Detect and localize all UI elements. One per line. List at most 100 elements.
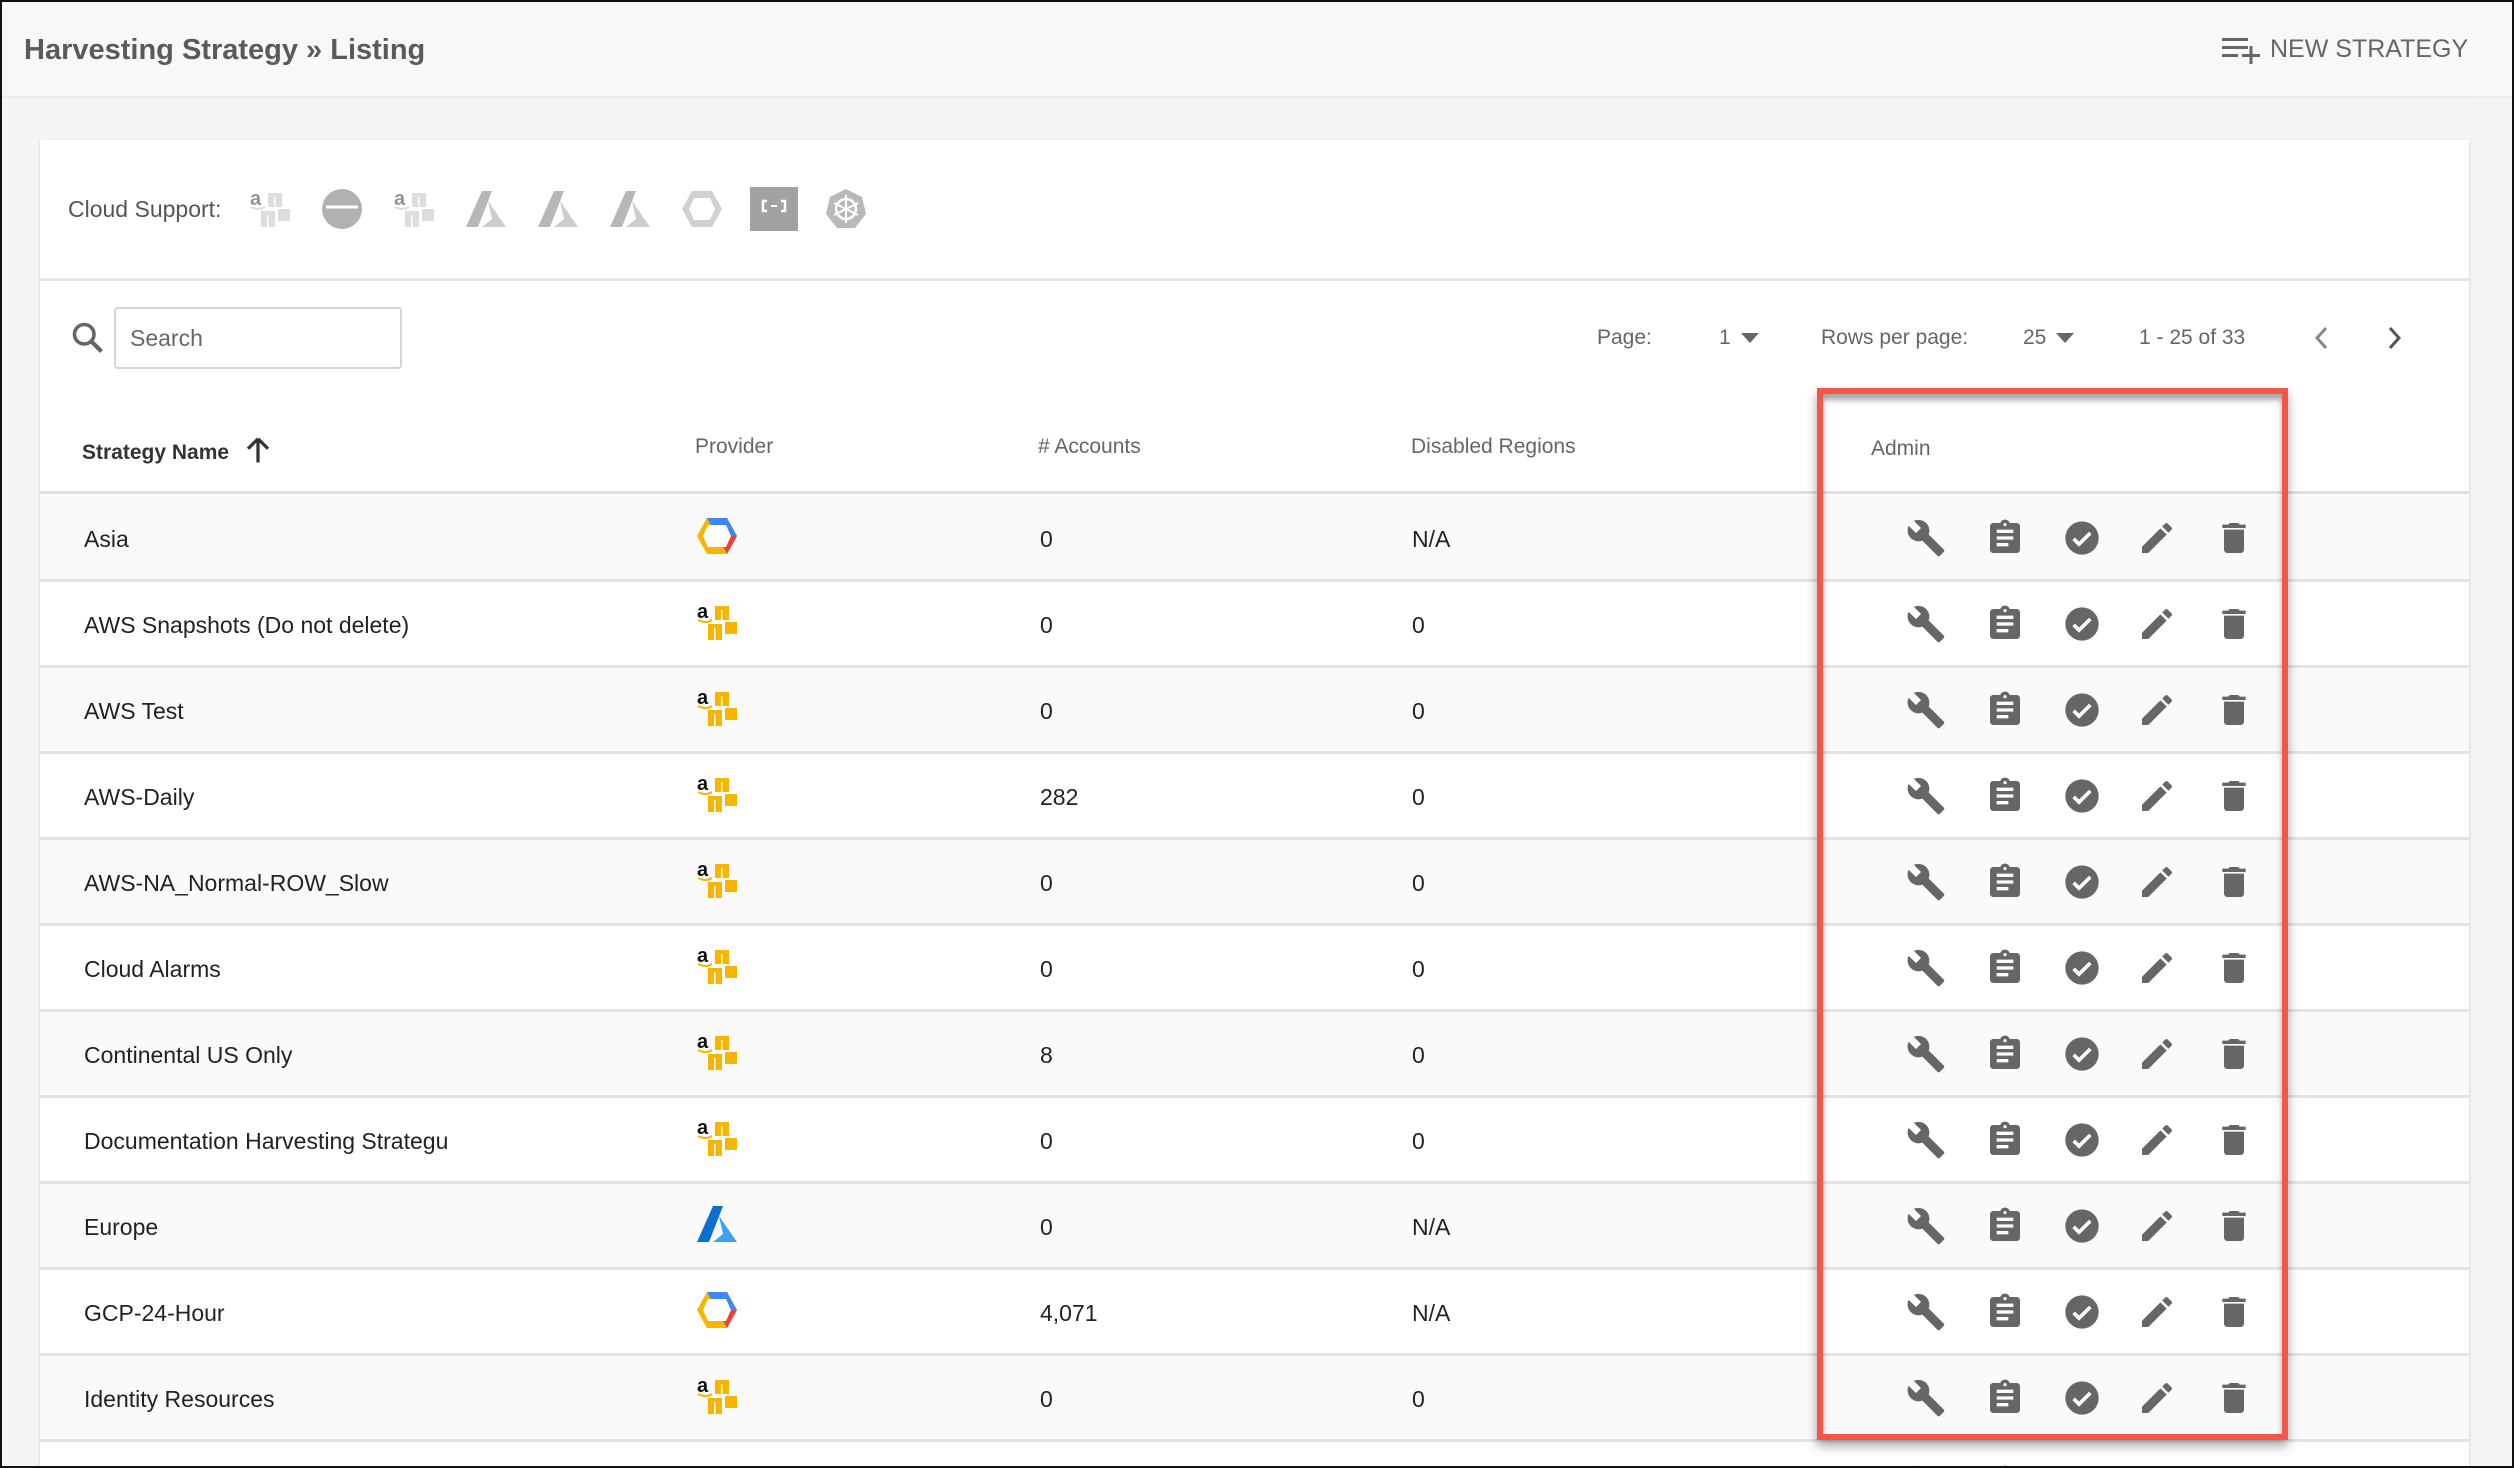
wrench-icon[interactable]: [1906, 1292, 1946, 1332]
check-circle-icon[interactable]: [2062, 1206, 2102, 1246]
wrench-icon[interactable]: [1906, 604, 1946, 644]
clipboard-icon[interactable]: [1985, 1292, 2025, 1332]
column-strategy-name[interactable]: Strategy Name: [82, 435, 273, 465]
table-row[interactable]: GCP-24-Hour 4,071 N/A: [40, 1270, 2469, 1356]
trash-icon[interactable]: [2214, 776, 2254, 816]
next-page-icon[interactable]: [2382, 324, 2406, 352]
table-row[interactable]: Europe 0 N/A: [40, 1184, 2469, 1270]
check-circle-icon[interactable]: [2062, 862, 2102, 902]
wrench-icon[interactable]: [1906, 862, 1946, 902]
table-row[interactable]: Documentation Harvesting Strategu a 0 0: [40, 1098, 2469, 1184]
trash-icon[interactable]: [2214, 1292, 2254, 1332]
wrench-icon[interactable]: [1906, 1034, 1946, 1074]
strategy-name[interactable]: Asia: [84, 526, 129, 552]
pencil-icon[interactable]: [2137, 1206, 2177, 1246]
wrench-icon[interactable]: [1906, 1206, 1946, 1246]
trash-icon[interactable]: [2214, 604, 2254, 644]
clipboard-icon[interactable]: [1985, 690, 2025, 730]
table-row[interactable]: a: [40, 1442, 2469, 1466]
pencil-icon[interactable]: [2137, 604, 2177, 644]
strategy-name[interactable]: Identity Resources: [84, 1386, 275, 1412]
table-row[interactable]: AWS-NA_Normal-ROW_Slow a 0 0: [40, 840, 2469, 926]
table-row[interactable]: Asia 0 N/A: [40, 496, 2469, 582]
trash-icon[interactable]: [2214, 1464, 2254, 1466]
azure-provider-icon: [695, 1202, 739, 1246]
clipboard-icon[interactable]: [1985, 948, 2025, 988]
check-circle-icon[interactable]: [2062, 1292, 2102, 1332]
trash-icon[interactable]: [2214, 1034, 2254, 1074]
strategy-name[interactable]: Cloud Alarms: [84, 956, 221, 982]
pencil-icon[interactable]: [2137, 862, 2177, 902]
trash-icon[interactable]: [2214, 1378, 2254, 1418]
strategy-name[interactable]: Continental US Only: [84, 1042, 293, 1068]
pencil-icon[interactable]: [2137, 1120, 2177, 1160]
table-row[interactable]: Continental US Only a 8 0: [40, 1012, 2469, 1098]
check-circle-icon[interactable]: [2062, 1120, 2102, 1160]
new-strategy-button[interactable]: NEW STRATEGY: [2222, 34, 2468, 64]
column-provider[interactable]: Provider: [695, 435, 774, 458]
svg-text:a: a: [697, 1117, 709, 1139]
clipboard-icon[interactable]: [1985, 518, 2025, 558]
table-row[interactable]: AWS Test a 0 0: [40, 668, 2469, 754]
clipboard-icon[interactable]: [1985, 1464, 2025, 1466]
page-value: 1: [1719, 326, 1731, 349]
pencil-icon[interactable]: [2137, 690, 2177, 730]
trash-icon[interactable]: [2214, 948, 2254, 988]
check-circle-icon[interactable]: [2062, 1378, 2102, 1418]
wrench-icon[interactable]: [1906, 690, 1946, 730]
table-row[interactable]: Identity Resources a 0 0: [40, 1356, 2469, 1442]
clipboard-icon[interactable]: [1985, 1034, 2025, 1074]
trash-icon[interactable]: [2214, 690, 2254, 730]
pencil-icon[interactable]: [2137, 1292, 2177, 1332]
wrench-icon[interactable]: [1906, 776, 1946, 816]
check-circle-icon[interactable]: [2062, 1464, 2102, 1466]
check-circle-icon[interactable]: [2062, 776, 2102, 816]
wrench-icon[interactable]: [1906, 948, 1946, 988]
strategy-name[interactable]: AWS Snapshots (Do not delete): [84, 612, 410, 638]
trash-icon[interactable]: [2214, 862, 2254, 902]
accounts-count: 0: [1040, 526, 1053, 552]
pencil-icon[interactable]: [2137, 1378, 2177, 1418]
wrench-icon[interactable]: [1906, 518, 1946, 558]
top-bar: Harvesting Strategy » Listing NEW STRATE…: [2, 2, 2512, 98]
page-select[interactable]: 1: [1719, 326, 1759, 350]
search-input[interactable]: [114, 307, 402, 369]
strategy-name[interactable]: Europe: [84, 1214, 159, 1240]
strategy-name[interactable]: AWS-NA_Normal-ROW_Slow: [84, 870, 389, 896]
column-disabled-regions[interactable]: Disabled Regions: [1411, 435, 1576, 458]
strategy-name[interactable]: GCP-24-Hour: [84, 1300, 225, 1326]
wrench-icon[interactable]: [1906, 1464, 1946, 1466]
strategy-name[interactable]: AWS-Daily: [84, 784, 195, 810]
pencil-icon[interactable]: [2137, 1034, 2177, 1074]
clipboard-icon[interactable]: [1985, 862, 2025, 902]
table-row[interactable]: AWS-Daily a 282 0: [40, 754, 2469, 840]
pencil-icon[interactable]: [2137, 776, 2177, 816]
check-circle-icon[interactable]: [2062, 604, 2102, 644]
pencil-icon[interactable]: [2137, 948, 2177, 988]
rows-per-page-select[interactable]: 25: [2023, 326, 2075, 350]
strategy-name[interactable]: Documentation Harvesting Strategu: [84, 1128, 449, 1154]
wrench-icon[interactable]: [1906, 1120, 1946, 1160]
clipboard-icon[interactable]: [1985, 1378, 2025, 1418]
clipboard-icon[interactable]: [1985, 1120, 2025, 1160]
rows-per-page-label: Rows per page:: [1821, 326, 1969, 349]
trash-icon[interactable]: [2214, 518, 2254, 558]
wrench-icon[interactable]: [1906, 1378, 1946, 1418]
column-accounts[interactable]: # Accounts: [1038, 435, 1141, 458]
pencil-icon[interactable]: [2137, 1464, 2177, 1466]
svg-text:a: a: [697, 1031, 709, 1053]
check-circle-icon[interactable]: [2062, 1034, 2102, 1074]
pencil-icon[interactable]: [2137, 518, 2177, 558]
clipboard-icon[interactable]: [1985, 1206, 2025, 1246]
clipboard-icon[interactable]: [1985, 604, 2025, 644]
clipboard-icon[interactable]: [1985, 776, 2025, 816]
check-circle-icon[interactable]: [2062, 518, 2102, 558]
table-row[interactable]: AWS Snapshots (Do not delete) a 0 0: [40, 582, 2469, 668]
trash-icon[interactable]: [2214, 1206, 2254, 1246]
previous-page-icon[interactable]: [2310, 324, 2334, 352]
table-row[interactable]: Cloud Alarms a 0 0: [40, 926, 2469, 1012]
strategy-name[interactable]: AWS Test: [84, 698, 184, 724]
check-circle-icon[interactable]: [2062, 948, 2102, 988]
trash-icon[interactable]: [2214, 1120, 2254, 1160]
check-circle-icon[interactable]: [2062, 690, 2102, 730]
